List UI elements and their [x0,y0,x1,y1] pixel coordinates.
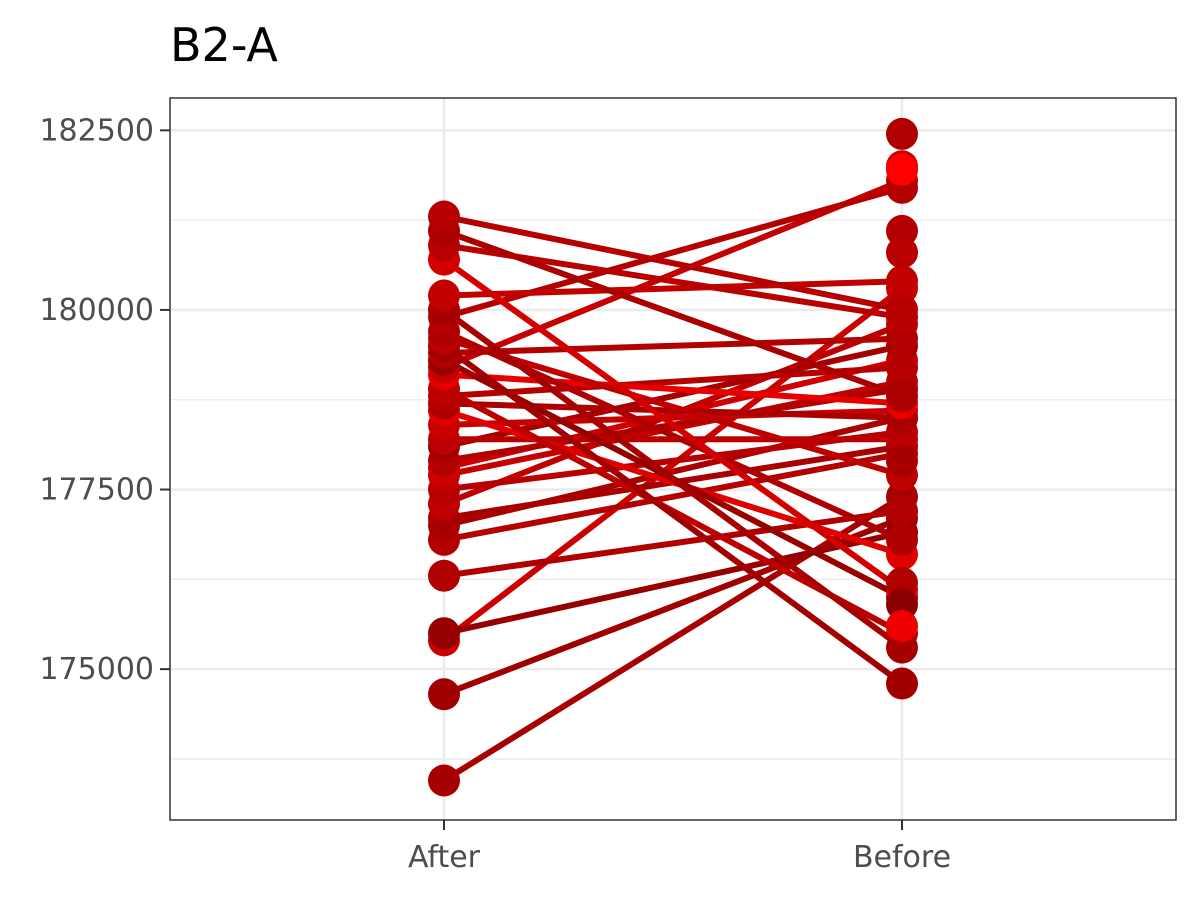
pair-line [441,508,905,579]
pair-line [441,335,905,357]
pair-line [441,493,905,784]
before-point [886,265,918,298]
before-point [886,351,918,384]
series-points [428,117,918,797]
panel-border [169,97,1177,821]
before-point [886,610,918,643]
before-point [886,293,918,326]
before-point [886,380,918,413]
series-lines [441,177,905,784]
after-point [428,200,460,233]
after-point [428,764,460,797]
pair-line [441,342,905,687]
after-point [428,617,460,650]
pair-line [441,450,905,543]
pair-line [441,371,905,407]
before-point [886,236,918,269]
pair-line [441,278,905,299]
y-tick-label: 175000 [39,652,154,687]
y-tick-label: 177500 [39,473,154,508]
before-point [886,495,918,528]
before-point [886,667,918,700]
after-point [428,279,460,312]
pair-line [441,213,905,313]
x-tick-label: Before [853,840,951,875]
chart-title: B2-A [170,18,278,72]
before-point [886,523,918,556]
after-point [428,559,460,592]
before-point [886,444,918,477]
before-point [886,117,918,150]
before-point [886,153,918,186]
x-axis: After Before [408,820,951,875]
pair-line [441,227,905,400]
after-point [428,678,460,711]
x-tick-label: After [408,840,481,875]
pair-line [441,529,905,637]
pair-line [441,285,905,644]
pair-line [441,256,905,594]
pair-line [441,306,905,651]
y-tick-label: 182500 [39,113,154,148]
grid-minor-lines [170,219,1176,760]
pair-line [441,364,905,400]
y-axis: 175000 177500 180000 182500 [39,113,170,687]
pair-line [441,335,905,479]
y-tick-label: 180000 [39,293,154,328]
